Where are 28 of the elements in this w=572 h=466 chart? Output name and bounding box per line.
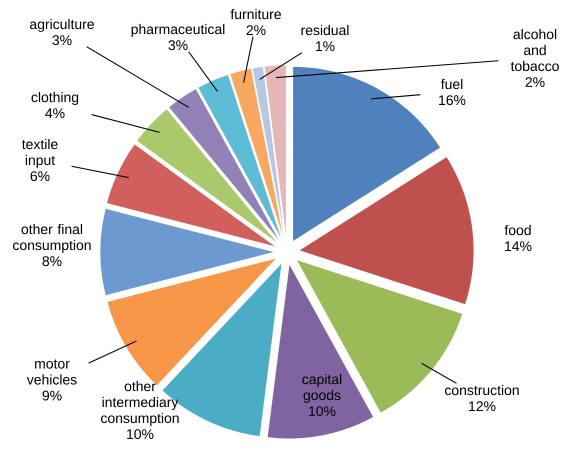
data-label: 8% — [42, 256, 62, 266]
data-label: 4% — [45, 108, 65, 118]
slice-label: fuel — [440, 78, 462, 90]
data-label: 10% — [127, 429, 154, 440]
slice-label: alcohol and tobacco — [510, 28, 559, 72]
data-label: 3% — [52, 35, 72, 46]
slice-label: motor vehicles — [26, 360, 77, 385]
slice-label: residual — [301, 24, 348, 36]
slice-label: other final consumption — [13, 224, 91, 253]
slice-label: textile input — [22, 138, 58, 168]
data-label: 6% — [30, 171, 50, 182]
slice-label: construction — [444, 384, 519, 396]
data-label: 9% — [42, 390, 62, 401]
slice-label: capital goods — [302, 374, 342, 403]
slice-label: other intermediary consumption — [101, 380, 179, 426]
slice-label: food — [504, 224, 531, 236]
data-label: 1% — [316, 41, 335, 52]
slice-label: clothing — [32, 92, 78, 105]
slice-label: furniture — [230, 8, 281, 20]
slice-label: pharmaceutical — [132, 24, 224, 37]
data-label: 16% — [439, 95, 466, 106]
data-label: 2% — [246, 25, 266, 36]
data-label: 2% — [526, 77, 545, 87]
data-label: 10% — [309, 406, 336, 416]
data-label: 3% — [168, 40, 188, 50]
data-label: 14% — [505, 241, 532, 252]
slice-label: agriculture — [30, 18, 94, 32]
data-label: 12% — [469, 401, 496, 412]
